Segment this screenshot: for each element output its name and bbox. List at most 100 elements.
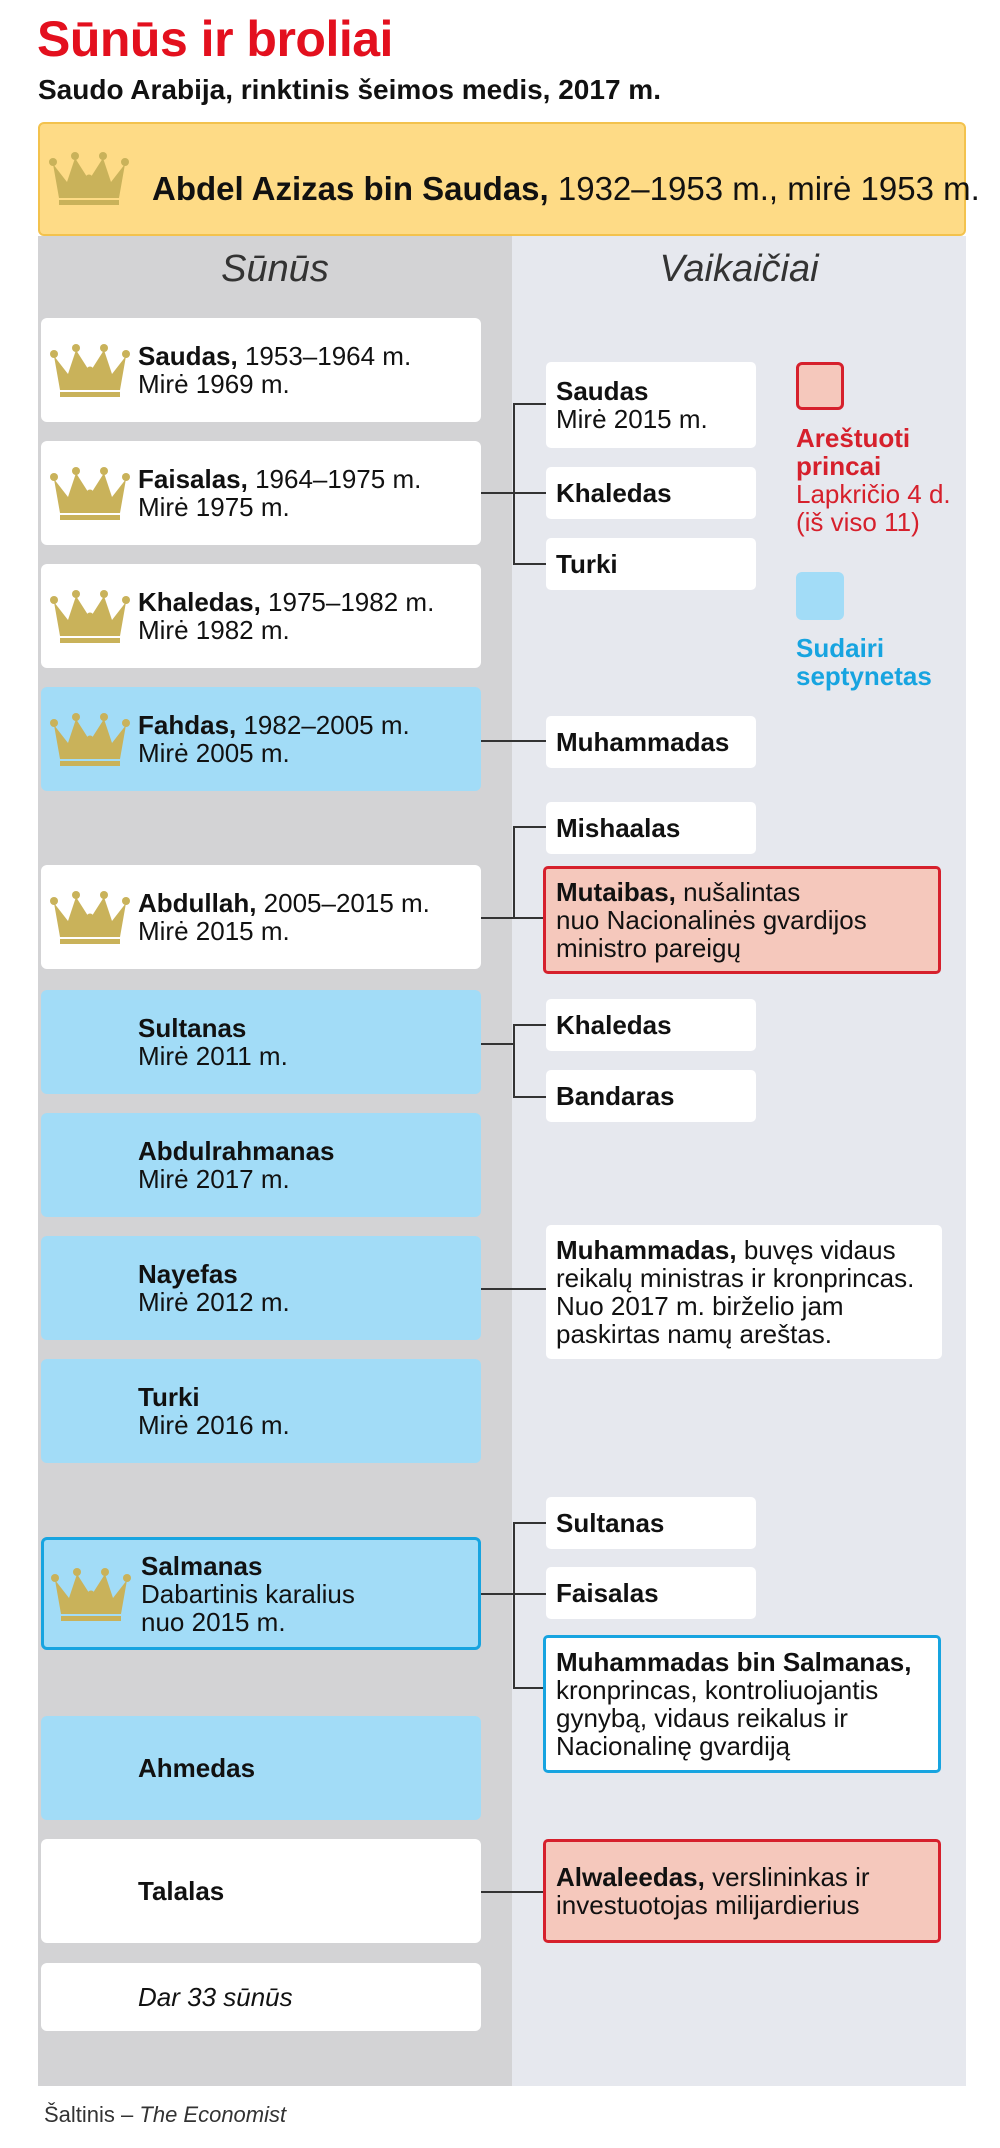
son-turki: Turki Mirė 2016 m.: [41, 1359, 481, 1463]
grandchild-saudas: Saudas Mirė 2015 m.: [546, 362, 756, 448]
connector-line: [513, 403, 515, 564]
grandchild-desc: buvęs vidaus: [736, 1235, 896, 1265]
grandchild-khaledas: Khaledas: [546, 467, 756, 519]
grandchild-name: Muhammadas,: [556, 1235, 737, 1265]
connector-line: [481, 492, 514, 494]
page-subtitle: Saudo Arabija, rinktinis šeimos medis, 2…: [38, 74, 661, 105]
root-ancestor-text: Abdel Azizas bin Saudas, 1932–1953 m., m…: [152, 170, 980, 208]
grandchild-sultanas: Sultanas: [546, 1497, 756, 1549]
source-prefix: Šaltinis –: [44, 2102, 140, 2127]
grandchild-name: Mishaalas: [556, 813, 681, 843]
legend-arrested-subtitle: Lapkričio 4 d. (iš viso 11): [796, 479, 951, 537]
other-sons-label: Dar 33 sūnūs: [138, 1982, 293, 2012]
grandchild-desc-line: ministro pareigų: [556, 933, 741, 963]
son-since: nuo 2015 m.: [141, 1606, 286, 1637]
son-name: Fahdas,: [138, 710, 237, 740]
grandchild-name: Khaledas: [556, 1010, 672, 1040]
connector-line: [513, 492, 546, 494]
grandchild-name: Mutaibas,: [556, 877, 676, 907]
crown-icon: [50, 342, 130, 398]
connector-line: [513, 1024, 546, 1026]
son-death: Mirė 2017 m.: [138, 1164, 290, 1194]
grandchild-name: Alwaleedas,: [556, 1862, 705, 1892]
son-death: Mirė 1969 m.: [138, 369, 290, 399]
son-death: Mirė 2005 m.: [138, 738, 290, 768]
grandchild-name: Bandaras: [556, 1081, 675, 1111]
grandchild-desc: verslininkas ir: [704, 1862, 870, 1892]
connector-line: [513, 1096, 546, 1098]
son-talalas: Talalas: [41, 1839, 481, 1943]
son-reign: 2005–2015 m.: [256, 888, 430, 918]
son-ahmedas: Ahmedas: [41, 1716, 481, 1820]
son-name: Faisalas,: [138, 464, 248, 494]
root-ancestor-box: [38, 122, 966, 236]
connector-line: [513, 917, 543, 919]
connector-line: [513, 563, 546, 565]
son-faisalas: Faisalas, 1964–1975 m. Mirė 1975 m.: [41, 441, 481, 545]
connector-line: [513, 1024, 515, 1097]
son-name: Abdullah,: [138, 888, 257, 918]
legend-sudairi-label: Sudairi septynetas: [796, 633, 932, 691]
son-name: Saudas,: [138, 341, 238, 371]
connector-line: [481, 1593, 514, 1595]
connector-line: [481, 917, 514, 919]
source-credit: Šaltinis – The Economist: [44, 2102, 286, 2128]
grandchild-alwaleedas: Alwaleedas, verslininkas ir investuotoja…: [543, 1839, 941, 1943]
connector-line: [513, 826, 515, 918]
grandchild-desc-line: reikalų ministras ir kronprincas.: [556, 1263, 915, 1293]
grandchild-death: Mirė 2015 m.: [556, 404, 708, 434]
grandchild-desc-line: investuotojas milijardierius: [556, 1890, 860, 1920]
son-death: Mirė 1975 m.: [138, 492, 290, 522]
grandchild-name: Muhammadas: [556, 727, 730, 757]
grandchild-name: Saudas: [556, 376, 649, 406]
crown-icon: [51, 1566, 131, 1622]
son-status: Dabartinis karalius: [141, 1578, 355, 1609]
root-detail: 1932–1953 m., mirė 1953 m.: [548, 170, 980, 207]
grandchild-desc-line: nuo Nacionalinės gvardijos: [556, 905, 867, 935]
connector-line: [513, 403, 546, 405]
grandchild-desc: nušalintas: [675, 877, 801, 907]
son-name: Salmanas: [141, 1550, 263, 1581]
root-name: Abdel Azizas bin Saudas,: [152, 170, 549, 207]
son-death: Mirė 2015 m.: [138, 916, 290, 946]
grandchild-muhammadas-bin-salmanas: Muhammadas bin Salmanas, kronprincas, ko…: [543, 1635, 941, 1773]
son-fahdas: Fahdas, 1982–2005 m. Mirė 2005 m.: [41, 687, 481, 791]
son-death: Mirė 2012 m.: [138, 1287, 290, 1317]
page-title: Sūnūs ir broliai: [37, 11, 393, 67]
son-name: Sultanas: [138, 1013, 247, 1043]
son-reign: 1964–1975 m.: [247, 464, 422, 494]
son-name: Ahmedas: [138, 1753, 256, 1783]
grandchild-khaledas-sultan: Khaledas: [546, 999, 756, 1051]
son-name: Talalas: [138, 1876, 225, 1906]
connector-line: [513, 1522, 515, 1688]
son-name: Khaledas,: [138, 587, 261, 617]
grandchild-turki: Turki: [546, 538, 756, 590]
connector-line: [513, 1593, 546, 1595]
son-nayefas: Nayefas Mirė 2012 m.: [41, 1236, 481, 1340]
son-name: Nayefas: [138, 1259, 238, 1289]
son-death: Mirė 2016 m.: [138, 1410, 290, 1440]
son-saudas: Saudas, 1953–1964 m. Mirė 1969 m.: [41, 318, 481, 422]
grandchild-mutaibas: Mutaibas, nušalintas nuo Nacionalinės gv…: [543, 866, 941, 974]
source-name: The Economist: [139, 2102, 287, 2127]
sons-column-header: Sūnūs: [221, 248, 329, 290]
grandchild-muhammadas-fahd: Muhammadas: [546, 716, 756, 768]
connector-line: [481, 1891, 543, 1893]
legend-arrested-title: Areštuoti princai: [796, 423, 911, 481]
grandchild-mishaalas: Mishaalas: [546, 802, 756, 854]
grandchild-desc-line: Nuo 2017 m. birželio jam: [556, 1291, 844, 1321]
connector-line: [513, 826, 546, 828]
grandchild-desc-line: paskirtas namų areštas.: [556, 1319, 833, 1349]
son-reign: 1982–2005 m.: [236, 710, 410, 740]
grandchild-desc-line: Nacionalinę gvardiją: [556, 1731, 791, 1761]
grandchild-name: Faisalas: [556, 1578, 659, 1608]
connector-line: [481, 740, 546, 742]
son-name: Turki: [138, 1382, 200, 1412]
son-reign: 1975–1982 m.: [260, 587, 435, 617]
grandchild-muhammadas-nayef: Muhammadas, buvęs vidaus reikalų ministr…: [546, 1225, 942, 1359]
crown-icon: [50, 465, 130, 521]
connector-line: [513, 1522, 546, 1524]
crown-icon: [50, 711, 130, 767]
crown-icon: [50, 588, 130, 644]
son-reign: 1953–1964 m.: [237, 341, 412, 371]
